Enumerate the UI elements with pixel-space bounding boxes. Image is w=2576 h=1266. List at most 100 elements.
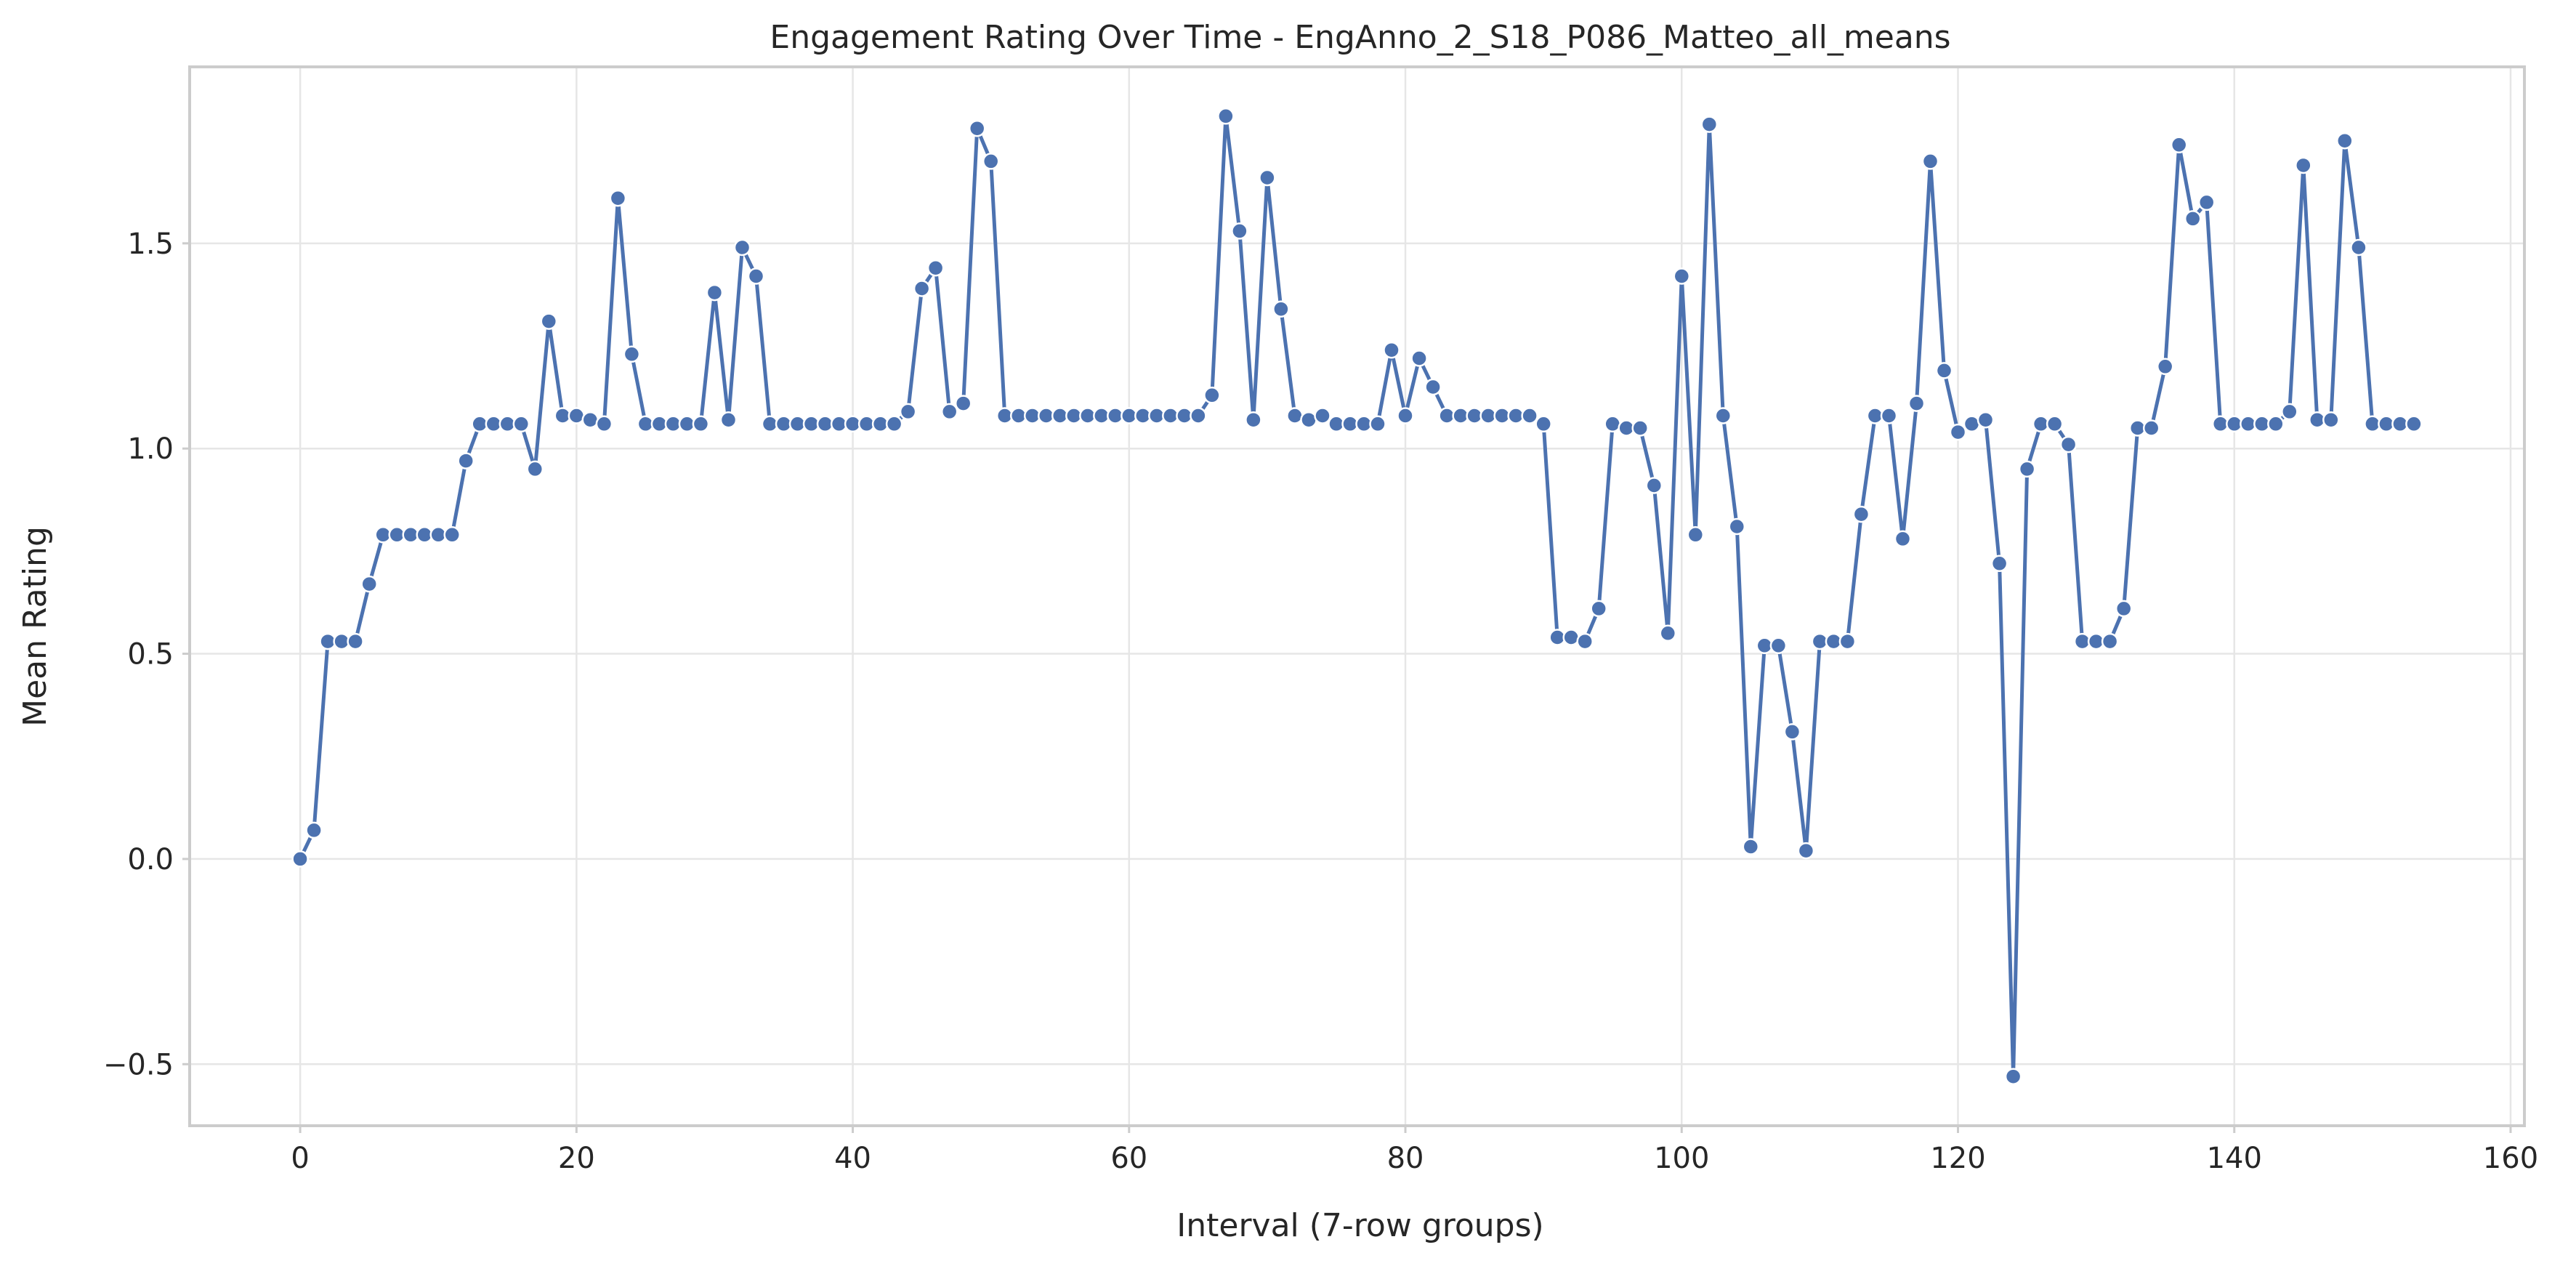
data-point [457,452,475,469]
data-point [1742,838,1760,855]
data-point [1769,637,1788,655]
data-point [1673,267,1691,285]
data-point [1272,300,1290,318]
data-point [581,411,599,429]
data-point [2115,600,2133,618]
data-point [1687,526,1705,544]
data-point [899,403,917,421]
data-point [982,153,1000,170]
x-axis-label: Interval (7-row groups) [1176,1207,1543,1244]
data-point [1728,517,1746,536]
data-point [2004,1068,2022,1085]
data-point [1631,419,1649,437]
data-point [1921,153,1939,170]
data-point [2405,415,2423,433]
data-point [2267,415,2285,433]
y-tick-label: 0.0 [127,843,174,876]
data-point [1604,415,1621,433]
data-point [2142,419,2160,437]
data-point [2322,411,2340,429]
data-point [568,407,586,424]
data-point [747,267,765,285]
data-point [1714,407,1732,424]
data-point [1203,387,1221,404]
data-point [347,632,364,650]
data-point [2170,136,2188,154]
data-point [1410,350,1428,367]
y-axis-label: Mean Rating [17,526,54,727]
chart-title: Engagement Rating Over Time - EngAnno_2_… [770,19,1950,56]
data-point [305,821,323,839]
y-tick-label: 0.5 [127,638,174,672]
ticks: 0 20 40 60 80 100 120 140 160 −0.5 0.0 0.5 1.0 1.5 [103,227,2538,1175]
data-point [885,415,903,433]
data-point [1935,362,1953,379]
data-point [1949,423,1967,441]
data-point [719,411,738,429]
data-point [1880,407,1898,424]
data-point [1521,407,1538,424]
x-tick-label: 40 [834,1142,871,1175]
data-point [1852,505,1870,523]
data-point [1907,395,1926,412]
data-point [2101,632,2119,650]
data-point [1977,411,1995,429]
data-point [1424,378,1442,396]
data-point [733,238,751,257]
y-tick-label: 1.0 [127,432,174,466]
data-point [2018,460,2036,478]
data-point [1051,407,1069,424]
data-point [2184,210,2202,227]
data-point [291,850,309,868]
data-point [1217,108,1235,125]
data-point [2156,358,2174,376]
data-point [2350,238,2367,257]
data-point [706,283,724,302]
data-point [1894,530,1912,548]
data-point [1314,407,1331,424]
data-point [2336,132,2354,150]
data-point [540,313,558,330]
data-point [1190,407,1207,424]
data-point [595,415,613,433]
data-point [1245,411,1262,429]
y-tick-label: 1.5 [127,227,174,261]
data-point [360,575,378,593]
data-point [2197,193,2216,211]
data-point [968,119,986,137]
data-point [512,415,530,433]
data-point [1300,411,1317,429]
data-point [1397,407,1414,424]
data-point [692,415,710,433]
data-point [1286,407,1304,424]
data-point [1700,116,1719,133]
data-point [2059,435,2078,453]
series-line [298,114,2416,1078]
data-point [1383,341,1400,359]
data-point [2046,415,2064,433]
data-point [443,526,461,544]
data-point [2281,403,2298,421]
data-point [954,395,972,412]
data-point [1838,632,1857,650]
data-point [1590,600,1607,618]
x-tick-label: 20 [558,1142,595,1175]
data-point [1990,555,2008,573]
data-point [526,460,544,478]
data-point [1562,629,1580,646]
data-point [1576,632,1594,650]
x-tick-label: 160 [2483,1142,2538,1175]
data-point [940,403,958,421]
data-point [623,345,641,363]
data-point [1659,624,1677,642]
data-point [609,189,627,207]
data-point [1645,477,1663,494]
data-point [1783,723,1801,741]
x-tick-label: 0 [291,1142,309,1175]
x-tick-label: 120 [1930,1142,1985,1175]
plot-frame [188,65,2526,1127]
data-point [1369,415,1386,433]
x-tick-label: 100 [1654,1142,1709,1175]
x-tick-label: 60 [1110,1142,1147,1175]
